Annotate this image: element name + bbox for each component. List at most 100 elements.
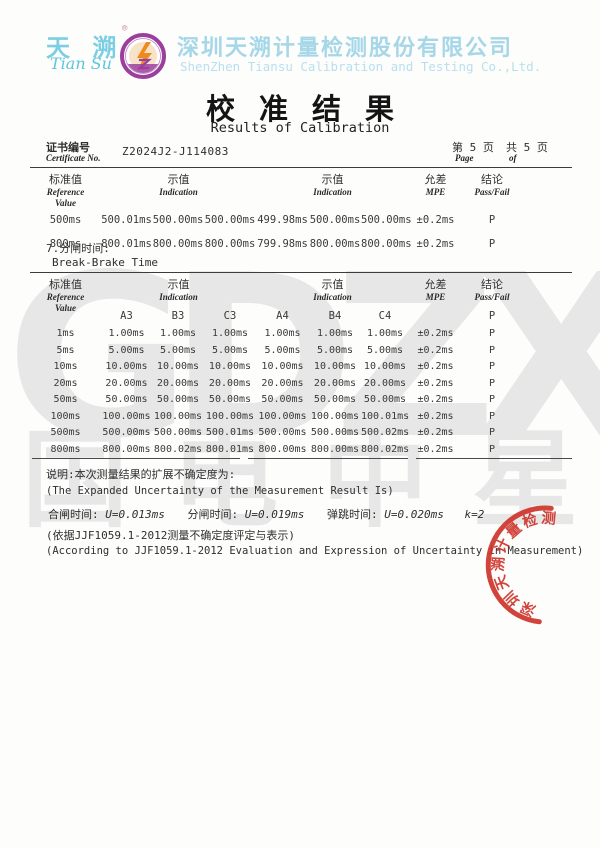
section7-title-cn: 7.分闸时间: <box>46 242 110 255</box>
table-cell: 50.00ms <box>313 394 357 405</box>
close-time-uncertainty: U=0.013ms <box>105 508 165 521</box>
table-cell: P <box>488 328 496 339</box>
section7-title-en: Break-Brake Time <box>52 256 158 269</box>
table-row: 500ms 500.00ms 500.00ms 500.01ms 500.00ms 500… <box>30 425 572 442</box>
table-cell: ±0.2ms <box>417 328 454 339</box>
header-text: Reference <box>46 292 85 302</box>
table-cell: 20.00ms <box>313 377 357 389</box>
header-text: 标准值 <box>49 278 82 291</box>
table-cell: 500.00ms <box>309 214 361 226</box>
header-text: 结论 <box>481 278 503 291</box>
table-cell: 20.00ms <box>208 377 252 389</box>
header-text: Reference <box>46 187 85 197</box>
table-cell: 100ms <box>50 410 81 422</box>
table-cell: 5.00ms <box>264 344 301 356</box>
table-cell: ±0.2ms <box>416 238 455 250</box>
note-basis-en: (According to JJF1059.1-2012 Evaluation … <box>46 545 584 557</box>
table-cell: 800.02ms <box>361 443 410 455</box>
table-cell: P <box>488 394 496 405</box>
header-text: Indication <box>313 292 352 302</box>
note-basis-cn: (依据JJF1059.1-2012测量不确定度评定与表示) <box>46 529 295 542</box>
header-text: 示值 <box>167 278 190 291</box>
header-text: Value <box>54 303 76 313</box>
table-cell: 50.00ms <box>105 394 148 405</box>
table-cell: ±0.2ms <box>417 394 454 405</box>
header-text: 示值 <box>321 278 344 291</box>
watermark-letters: GDZX <box>6 227 600 489</box>
table-cell: C4 <box>378 310 392 322</box>
table-cell: 800.01ms <box>205 443 255 455</box>
registered-trademark-icon: ® <box>122 24 128 34</box>
table-row: 10ms 10.00ms 10.00ms 10.00ms 10.00ms 10.00ms 1… <box>30 359 572 376</box>
table-cell: 500.01ms <box>205 427 255 438</box>
table-cell: 50ms <box>53 394 78 405</box>
table-cell: ±0.2ms <box>417 361 454 372</box>
table-cell: 10.00ms <box>156 361 200 372</box>
table-cell: 1.00ms <box>316 328 354 339</box>
table-cell: 20.00ms <box>156 377 200 389</box>
table-cell: 100.01ms <box>361 410 410 422</box>
table-cell: 5.00ms <box>316 344 354 356</box>
table-cell: ±0.2ms <box>417 344 454 356</box>
column-header-indication-2: 示值 Indication <box>256 276 409 314</box>
table-cell: 50.00ms <box>156 394 200 405</box>
table-cell: A4 <box>276 310 289 322</box>
table-cell: ±0.2ms <box>417 427 454 438</box>
page-total-label-en: of <box>509 153 517 163</box>
header-text: 结论 <box>481 173 503 186</box>
table-cell: ±0.2ms <box>417 377 454 389</box>
uncertainty-values-line: 合闸时间: U=0.013ms 分闸时间: U=0.019ms 弹跳时间: U=… <box>46 506 498 522</box>
company-name-en: ShenZhen Tiansu Calibration and Testing … <box>180 59 542 74</box>
table-cell: 800.02ms <box>153 443 203 455</box>
open-time-label: 分闸时间: <box>187 508 239 521</box>
column-header-mpe: 允差 MPE <box>409 171 462 209</box>
table-cell: 800.00ms <box>258 443 307 455</box>
table-cell: 5.00ms <box>108 344 145 356</box>
column-header-passfail: 结论 Pass/Fail <box>462 276 522 314</box>
table-row: 5ms 5.00ms 5.00ms 5.00ms 5.00ms 5.00ms 5.00ms ±… <box>30 343 572 360</box>
table-cell: A3 <box>120 310 133 322</box>
column-header-indication-1: 示值 Indication <box>101 276 256 314</box>
table-cell: ±0.2ms <box>416 214 455 226</box>
divider-line <box>30 167 572 168</box>
bounce-time-uncertainty: U=0.020ms <box>384 508 444 521</box>
table2-body: 1ms 1.00ms 1.00ms 1.00ms 1.00ms 1.00ms 1.00ms ±… <box>30 326 572 458</box>
column-header-mpe: 允差 MPE <box>409 276 462 314</box>
table-cell: 800.00ms <box>361 238 412 250</box>
header-text: 示值 <box>321 173 344 186</box>
note-expanded-uncertainty-en: (The Expanded Uncertainty of the Measure… <box>46 485 394 497</box>
company-logo-script: Tian Su <box>50 54 112 73</box>
table-cell: 100.00ms <box>205 410 255 422</box>
table-cell: P <box>488 310 496 322</box>
table-cell: 500.00ms <box>102 427 151 438</box>
header-text: Pass/Fail <box>474 187 510 197</box>
table-cell: 100.00ms <box>310 410 360 422</box>
table-cell: 10.00ms <box>261 361 304 372</box>
table-cell: 20ms <box>53 377 78 389</box>
table-cell: B3 <box>171 310 185 322</box>
table-row: 800ms 800.00ms 800.02ms 800.01ms 800.00ms 800… <box>30 442 572 459</box>
table-cell: 10.00ms <box>313 361 357 372</box>
table-cell: 500.02ms <box>361 427 410 438</box>
table-cell: 500.00ms <box>152 214 204 226</box>
document-subtitle: Results of Calibration <box>210 120 390 136</box>
table-row: 800ms 800.01ms 800.00ms 800.00ms 799.98ms 800… <box>30 232 572 256</box>
company-badge-icon <box>120 33 166 79</box>
column-header-indication-1: 示值 Indication <box>101 171 256 209</box>
page-total-cn: 共 5 页 <box>506 141 548 154</box>
table-row: 100ms 100.00ms 100.00ms 100.00ms 100.00ms 100… <box>30 409 572 426</box>
table-cell: 800.00ms <box>204 238 256 250</box>
column-header-passfail: 结论 Pass/Fail <box>462 171 522 209</box>
table-cell: 500.00ms <box>361 214 412 226</box>
certificate-no-label-cn: 证书编号 <box>46 141 90 154</box>
open-time-uncertainty: U=0.019ms <box>244 508 305 521</box>
table-cell: 500.00ms <box>258 427 307 438</box>
header-text: Value <box>54 198 76 208</box>
page-label-en: Page <box>455 153 474 163</box>
table-cell <box>30 306 101 326</box>
header-text: 示值 <box>167 173 190 186</box>
table-cell: 100.00ms <box>102 410 151 422</box>
table2-header: 标准值 Reference Value 示值 Indication 示值 Ind… <box>30 276 572 314</box>
divider-line <box>32 458 240 459</box>
